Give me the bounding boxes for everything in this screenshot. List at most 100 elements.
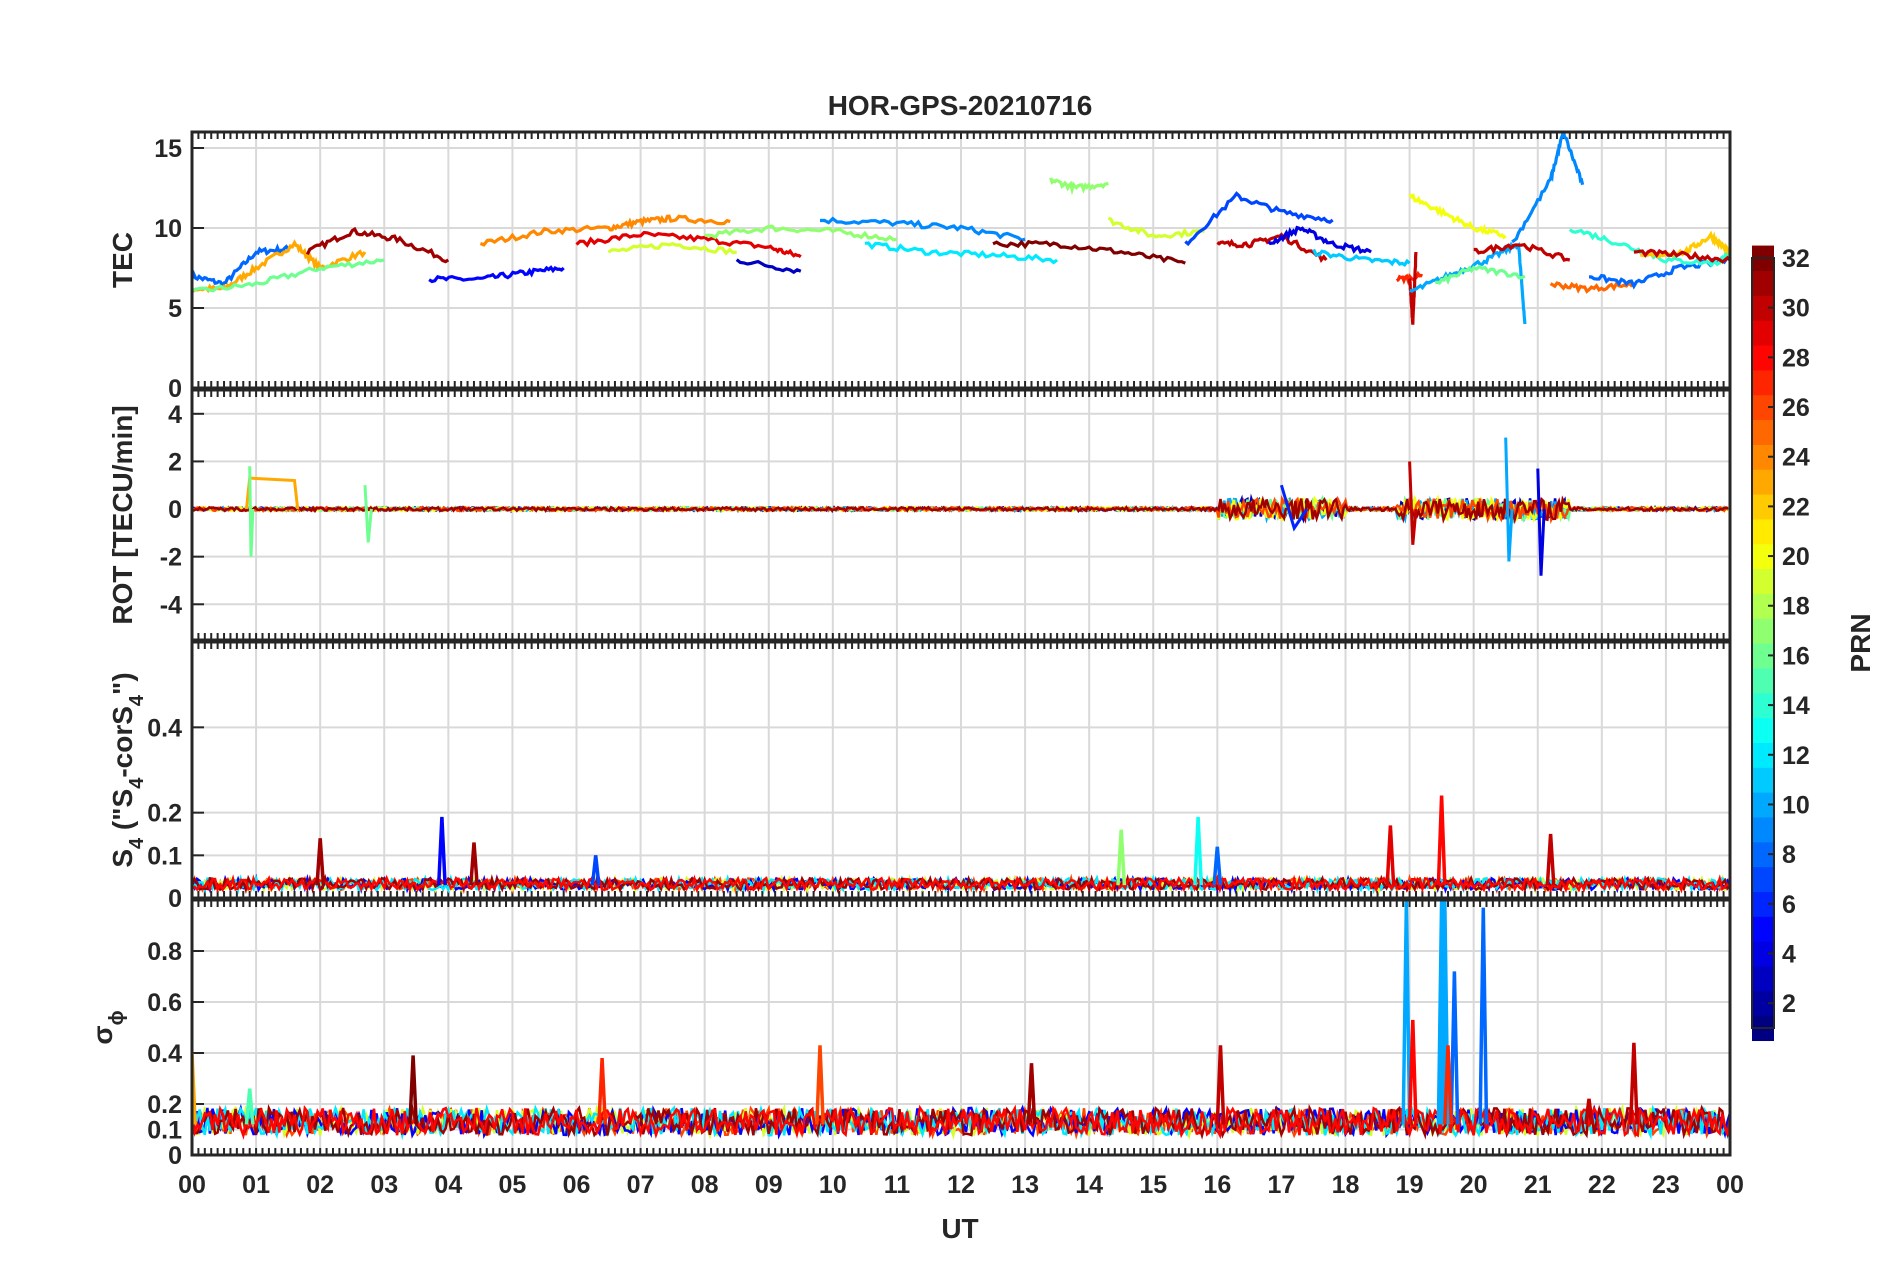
s4-spike-prn-29	[1385, 825, 1396, 886]
colorbar-tick-label: 20	[1782, 543, 1810, 571]
x-tick-label: 07	[627, 1171, 655, 1199]
y-tick-label: -2	[160, 544, 182, 572]
y-tick-label: 0.1	[147, 1117, 182, 1145]
x-tick-label: 00	[178, 1171, 206, 1199]
x-tick-label: 13	[1011, 1171, 1039, 1199]
rot-series-prn-31	[192, 495, 1729, 525]
colorbar-tick-label: 28	[1782, 344, 1810, 372]
colorbar-segment	[1752, 692, 1774, 719]
rot-spike-prn-30	[1408, 461, 1418, 545]
colorbar-segment	[1752, 593, 1774, 619]
y-tick-label: 2	[168, 448, 182, 476]
colorbar-tick-label: 6	[1782, 891, 1796, 919]
y-tick-label: 0.4	[147, 1040, 182, 1068]
colorbar-tick-label: 14	[1782, 692, 1810, 720]
y-axis-label-part: -corS	[107, 706, 138, 778]
colorbar-segment	[1752, 816, 1774, 843]
x-tick-label: 20	[1460, 1171, 1488, 1199]
colorbar-tick-label: 2	[1782, 990, 1796, 1018]
s4-spike-prn-8	[1212, 846, 1223, 886]
x-tick-label: 15	[1139, 1171, 1167, 1199]
x-tick-label: 00	[1716, 1171, 1744, 1199]
tec-series-prn-17	[704, 224, 898, 242]
tec-series-prn-3	[735, 258, 802, 275]
s4-series-prn-28	[192, 873, 1730, 894]
tec-series-prn-24	[479, 214, 731, 247]
axes-box	[190, 640, 1732, 900]
sigma-spike-prn-30	[1584, 1098, 1594, 1125]
rot-spike-prn-23	[245, 476, 300, 510]
tec-series-prn-17	[1049, 177, 1109, 196]
tec-series-prn-22	[1639, 230, 1730, 259]
colorbar-label: PRN	[1845, 613, 1876, 672]
tec-series-prn-30	[1633, 248, 1730, 264]
tec-series-prn-31	[305, 226, 450, 264]
y-tick-label: 0	[168, 496, 182, 524]
y-tick-label: 0.2	[147, 1091, 182, 1119]
s4-spike-prn-30	[1545, 833, 1556, 886]
x-tick-label: 16	[1203, 1171, 1231, 1199]
tec-series-prn-4	[1267, 225, 1372, 255]
y-axis-label-part: 4	[126, 837, 148, 849]
s4-spike-prn-5	[436, 816, 447, 886]
colorbar-segment	[1752, 866, 1774, 892]
colorbar-tick-label: 22	[1782, 493, 1810, 521]
tec-series-prn-20	[1408, 193, 1507, 240]
colorbar-tick-label: 10	[1782, 791, 1810, 819]
y-tick-label: 10	[154, 215, 182, 243]
colorbar-segment	[1752, 841, 1774, 868]
axes-box	[190, 898, 1732, 1157]
y-axis-label-part: S	[107, 849, 138, 868]
colorbar-segment	[1752, 667, 1774, 694]
colorbar-segment	[1752, 767, 1774, 793]
x-tick-label: 02	[306, 1171, 334, 1199]
x-tick-label: 23	[1652, 1171, 1680, 1199]
colorbar-tick-label: 18	[1782, 593, 1810, 621]
tec-series-prn-16	[1434, 264, 1526, 285]
panel-s4: 00.10.20.4S4 ("S4-corS4")	[107, 640, 1732, 913]
series-group	[192, 437, 1730, 576]
x-tick-label: 11	[884, 1171, 911, 1199]
tec-series-prn-19	[1107, 216, 1205, 239]
y-tick-label: -4	[160, 591, 182, 619]
rot-spike-prn-16	[248, 466, 255, 557]
y-axis-label-part: ")	[107, 672, 138, 695]
colorbar-segment	[1752, 518, 1774, 545]
tec-series-prn-32	[992, 239, 1186, 265]
x-tick-label: 18	[1332, 1171, 1360, 1199]
tec-series-prn-11	[1312, 248, 1411, 268]
colorbar-segment	[1752, 295, 1774, 321]
sigma-spike-prn-23	[192, 1052, 197, 1125]
colorbar-tick-label: 8	[1782, 841, 1796, 869]
sigma-spike-prn-15	[244, 1088, 255, 1125]
sigma-spike-prn-30	[1628, 1042, 1639, 1125]
sigma-spike-prn-27	[597, 1058, 608, 1125]
s4-spike-prn-28	[1436, 795, 1447, 886]
sigma-spike-prn-32	[408, 1055, 419, 1125]
rot-spike-prn-4	[1536, 468, 1546, 576]
sigma-spike-prn-26	[815, 1045, 825, 1125]
panel-rot: -4 -2 0 2 4 ROT [TECU/min]	[107, 388, 1732, 642]
x-tick-label: 06	[563, 1171, 591, 1199]
colorbar-segment	[1752, 941, 1774, 967]
colorbar-segment	[1752, 891, 1774, 917]
y-tick-label: 4	[168, 401, 182, 429]
y-tick-label: 0	[168, 1142, 182, 1170]
y-tick-label: 0.8	[147, 938, 182, 966]
colorbar-segment	[1752, 742, 1774, 768]
x-tick-label: 04	[434, 1171, 462, 1199]
tec-series-prn-29	[575, 230, 802, 259]
rot-spike-prn-16	[363, 485, 373, 543]
x-tick-label: 21	[1524, 1171, 1552, 1199]
x-tick-label: 09	[755, 1171, 783, 1199]
sigma-spike-prn-27	[1443, 1045, 1453, 1125]
colorbar-segment	[1752, 419, 1774, 445]
colorbar-segment	[1752, 543, 1774, 570]
tec-series-prn-12	[864, 241, 1059, 265]
y-axis-label: ROT [TECU/min]	[107, 405, 138, 624]
tec-series-prn-16	[192, 258, 385, 293]
colorbar-tick-label: 32	[1782, 245, 1810, 273]
colorbar-tick-label: 26	[1782, 394, 1810, 422]
panel-sigma: 00.10.2 0.4 0.6 0.8 σϕ 00 01 02 03 04 05 06 07 08 09 10…	[87, 898, 1744, 1199]
